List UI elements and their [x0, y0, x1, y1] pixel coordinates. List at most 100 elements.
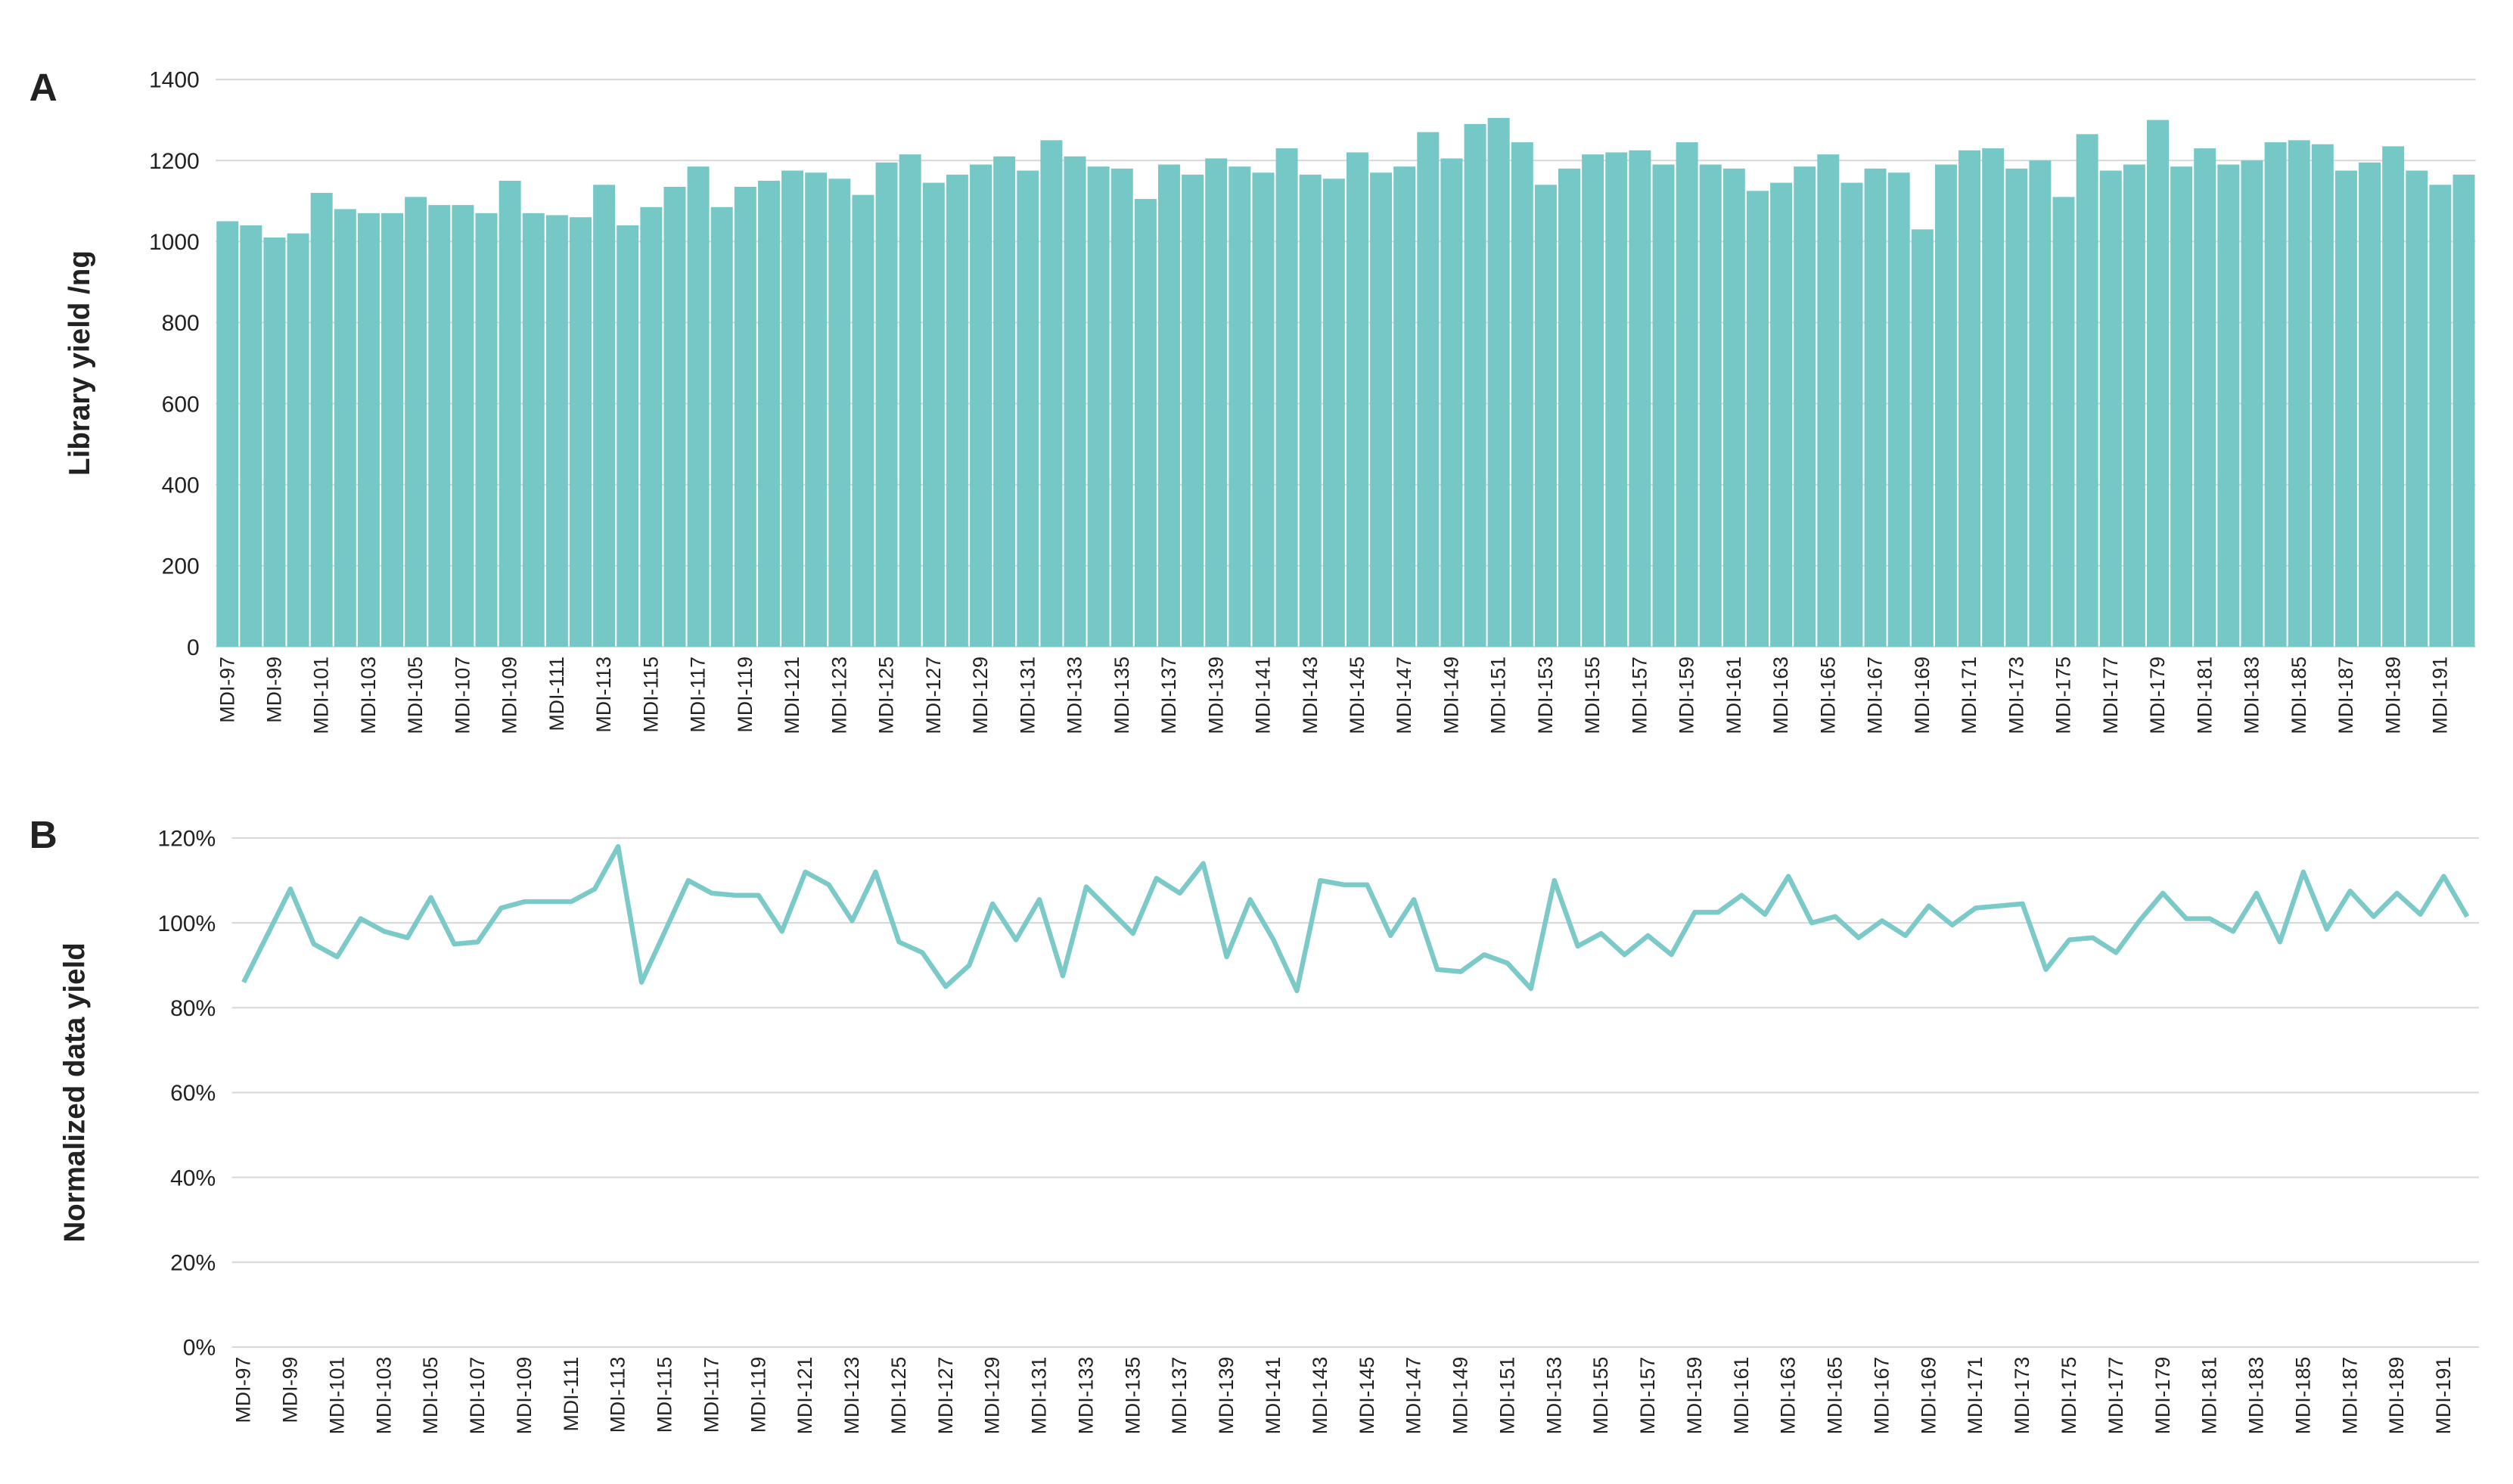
bar — [263, 237, 286, 647]
bar — [757, 180, 780, 647]
bar — [1229, 166, 1251, 647]
bar — [1911, 229, 1934, 647]
bar — [2288, 140, 2310, 647]
x-tick-label: MDI-109 — [499, 657, 521, 734]
y-axis-label: Library yield /ng — [64, 250, 96, 476]
bar — [1699, 164, 1722, 647]
x-tick-label: MDI-189 — [2385, 1357, 2408, 1435]
bar — [1157, 164, 1180, 647]
x-tick-label: MDI-115 — [639, 657, 662, 733]
x-tick-label: MDI-147 — [1402, 1357, 1425, 1435]
bar — [1064, 156, 1086, 647]
x-tick-label: MDI-191 — [2432, 1357, 2455, 1435]
bar — [781, 170, 804, 647]
x-tick-label: MDI-123 — [828, 657, 850, 734]
bar — [405, 197, 427, 647]
bar — [2452, 174, 2475, 647]
bar — [1393, 166, 1416, 647]
x-tick-label: MDI-187 — [2334, 657, 2357, 734]
bar — [522, 213, 545, 647]
x-tick-label: MDI-147 — [1393, 657, 1415, 734]
x-tick-label: MDI-103 — [372, 1357, 395, 1435]
bar — [216, 221, 239, 647]
x-tick-label: MDI-107 — [466, 1357, 489, 1435]
data-line — [241, 843, 2470, 994]
y-tick-label: 100% — [157, 911, 216, 936]
bar — [2217, 164, 2240, 647]
x-tick-label: MDI-157 — [1636, 1357, 1659, 1435]
x-tick-label: MDI-139 — [1204, 657, 1227, 734]
bar — [734, 186, 756, 647]
x-tick-label: MDI-119 — [747, 1357, 769, 1433]
x-tick-label: MDI-135 — [1121, 1357, 1144, 1435]
x-tick-label: MDI-161 — [1722, 657, 1745, 734]
bar — [2005, 168, 2028, 647]
bar — [1134, 199, 1157, 647]
bar — [1205, 158, 1228, 647]
y-tick-label: 20% — [170, 1250, 216, 1275]
bar — [1840, 182, 1863, 647]
bar — [1722, 168, 1745, 647]
bar — [1770, 182, 1793, 647]
bar — [805, 172, 828, 647]
x-tick-label: MDI-107 — [451, 657, 474, 734]
bar — [2052, 197, 2075, 647]
x-tick-label: MDI-163 — [1777, 1357, 1800, 1435]
bar — [1417, 132, 1440, 647]
bar — [1322, 179, 1345, 647]
x-tick-label: MDI-127 — [934, 1357, 957, 1435]
bar — [1652, 164, 1675, 647]
bar — [875, 162, 898, 647]
x-tick-label: MDI-103 — [357, 657, 380, 734]
x-tick-label: MDI-145 — [1346, 657, 1368, 734]
bar — [1464, 123, 1486, 647]
x-tick-label: MDI-115 — [654, 1357, 676, 1433]
bar — [852, 194, 874, 647]
x-tick-label: MDI-165 — [1824, 1357, 1847, 1435]
bar — [2264, 142, 2287, 647]
x-tick-label: MDI-149 — [1449, 1357, 1472, 1435]
x-tick-label: MDI-145 — [1356, 1357, 1378, 1435]
x-tick-label: MDI-97 — [232, 1357, 255, 1423]
bar — [710, 206, 733, 647]
x-tick-label: MDI-151 — [1487, 657, 1510, 734]
x-tick-label: MDI-161 — [1730, 1357, 1753, 1435]
bar — [2311, 144, 2334, 647]
x-tick-label: MDI-101 — [325, 1357, 348, 1435]
x-tick-label: MDI-185 — [2288, 657, 2310, 734]
bar — [2147, 120, 2169, 647]
x-tick-label: MDI-177 — [2105, 1357, 2127, 1435]
x-tick-label: MDI-137 — [1168, 1357, 1191, 1435]
bar — [2076, 134, 2098, 647]
x-tick-label: MDI-121 — [794, 1357, 816, 1435]
x-tick-label: MDI-185 — [2291, 1357, 2314, 1435]
bar — [287, 233, 309, 647]
bar — [2029, 160, 2052, 647]
bar — [381, 213, 404, 647]
bar — [1959, 150, 1981, 647]
y-tick-label: 400 — [162, 473, 200, 498]
x-tick-label: MDI-177 — [2099, 657, 2122, 734]
x-tick-label: MDI-133 — [1064, 657, 1086, 734]
bar — [2429, 185, 2452, 647]
bar — [617, 225, 639, 647]
x-tick-label: MDI-135 — [1111, 657, 1133, 734]
x-tick-label: MDI-141 — [1252, 657, 1275, 734]
x-tick-label: MDI-125 — [875, 657, 898, 734]
x-tick-label: MDI-169 — [1911, 657, 1934, 734]
bar — [569, 217, 592, 647]
bar — [687, 166, 710, 647]
bar — [428, 205, 451, 647]
bar — [240, 225, 262, 647]
bar — [1676, 142, 1698, 647]
x-tick-label: MDI-163 — [1769, 657, 1792, 734]
x-tick-label: MDI-171 — [1958, 657, 1980, 734]
x-tick-label: MDI-113 — [592, 657, 615, 733]
x-tick-label: MDI-183 — [2245, 1357, 2268, 1435]
x-tick-label: MDI-173 — [2005, 657, 2027, 734]
x-tick-label: MDI-117 — [687, 657, 710, 733]
bar — [899, 154, 921, 647]
x-tick-label: MDI-175 — [2052, 657, 2075, 734]
x-tick-label: MDI-167 — [1870, 1357, 1893, 1435]
